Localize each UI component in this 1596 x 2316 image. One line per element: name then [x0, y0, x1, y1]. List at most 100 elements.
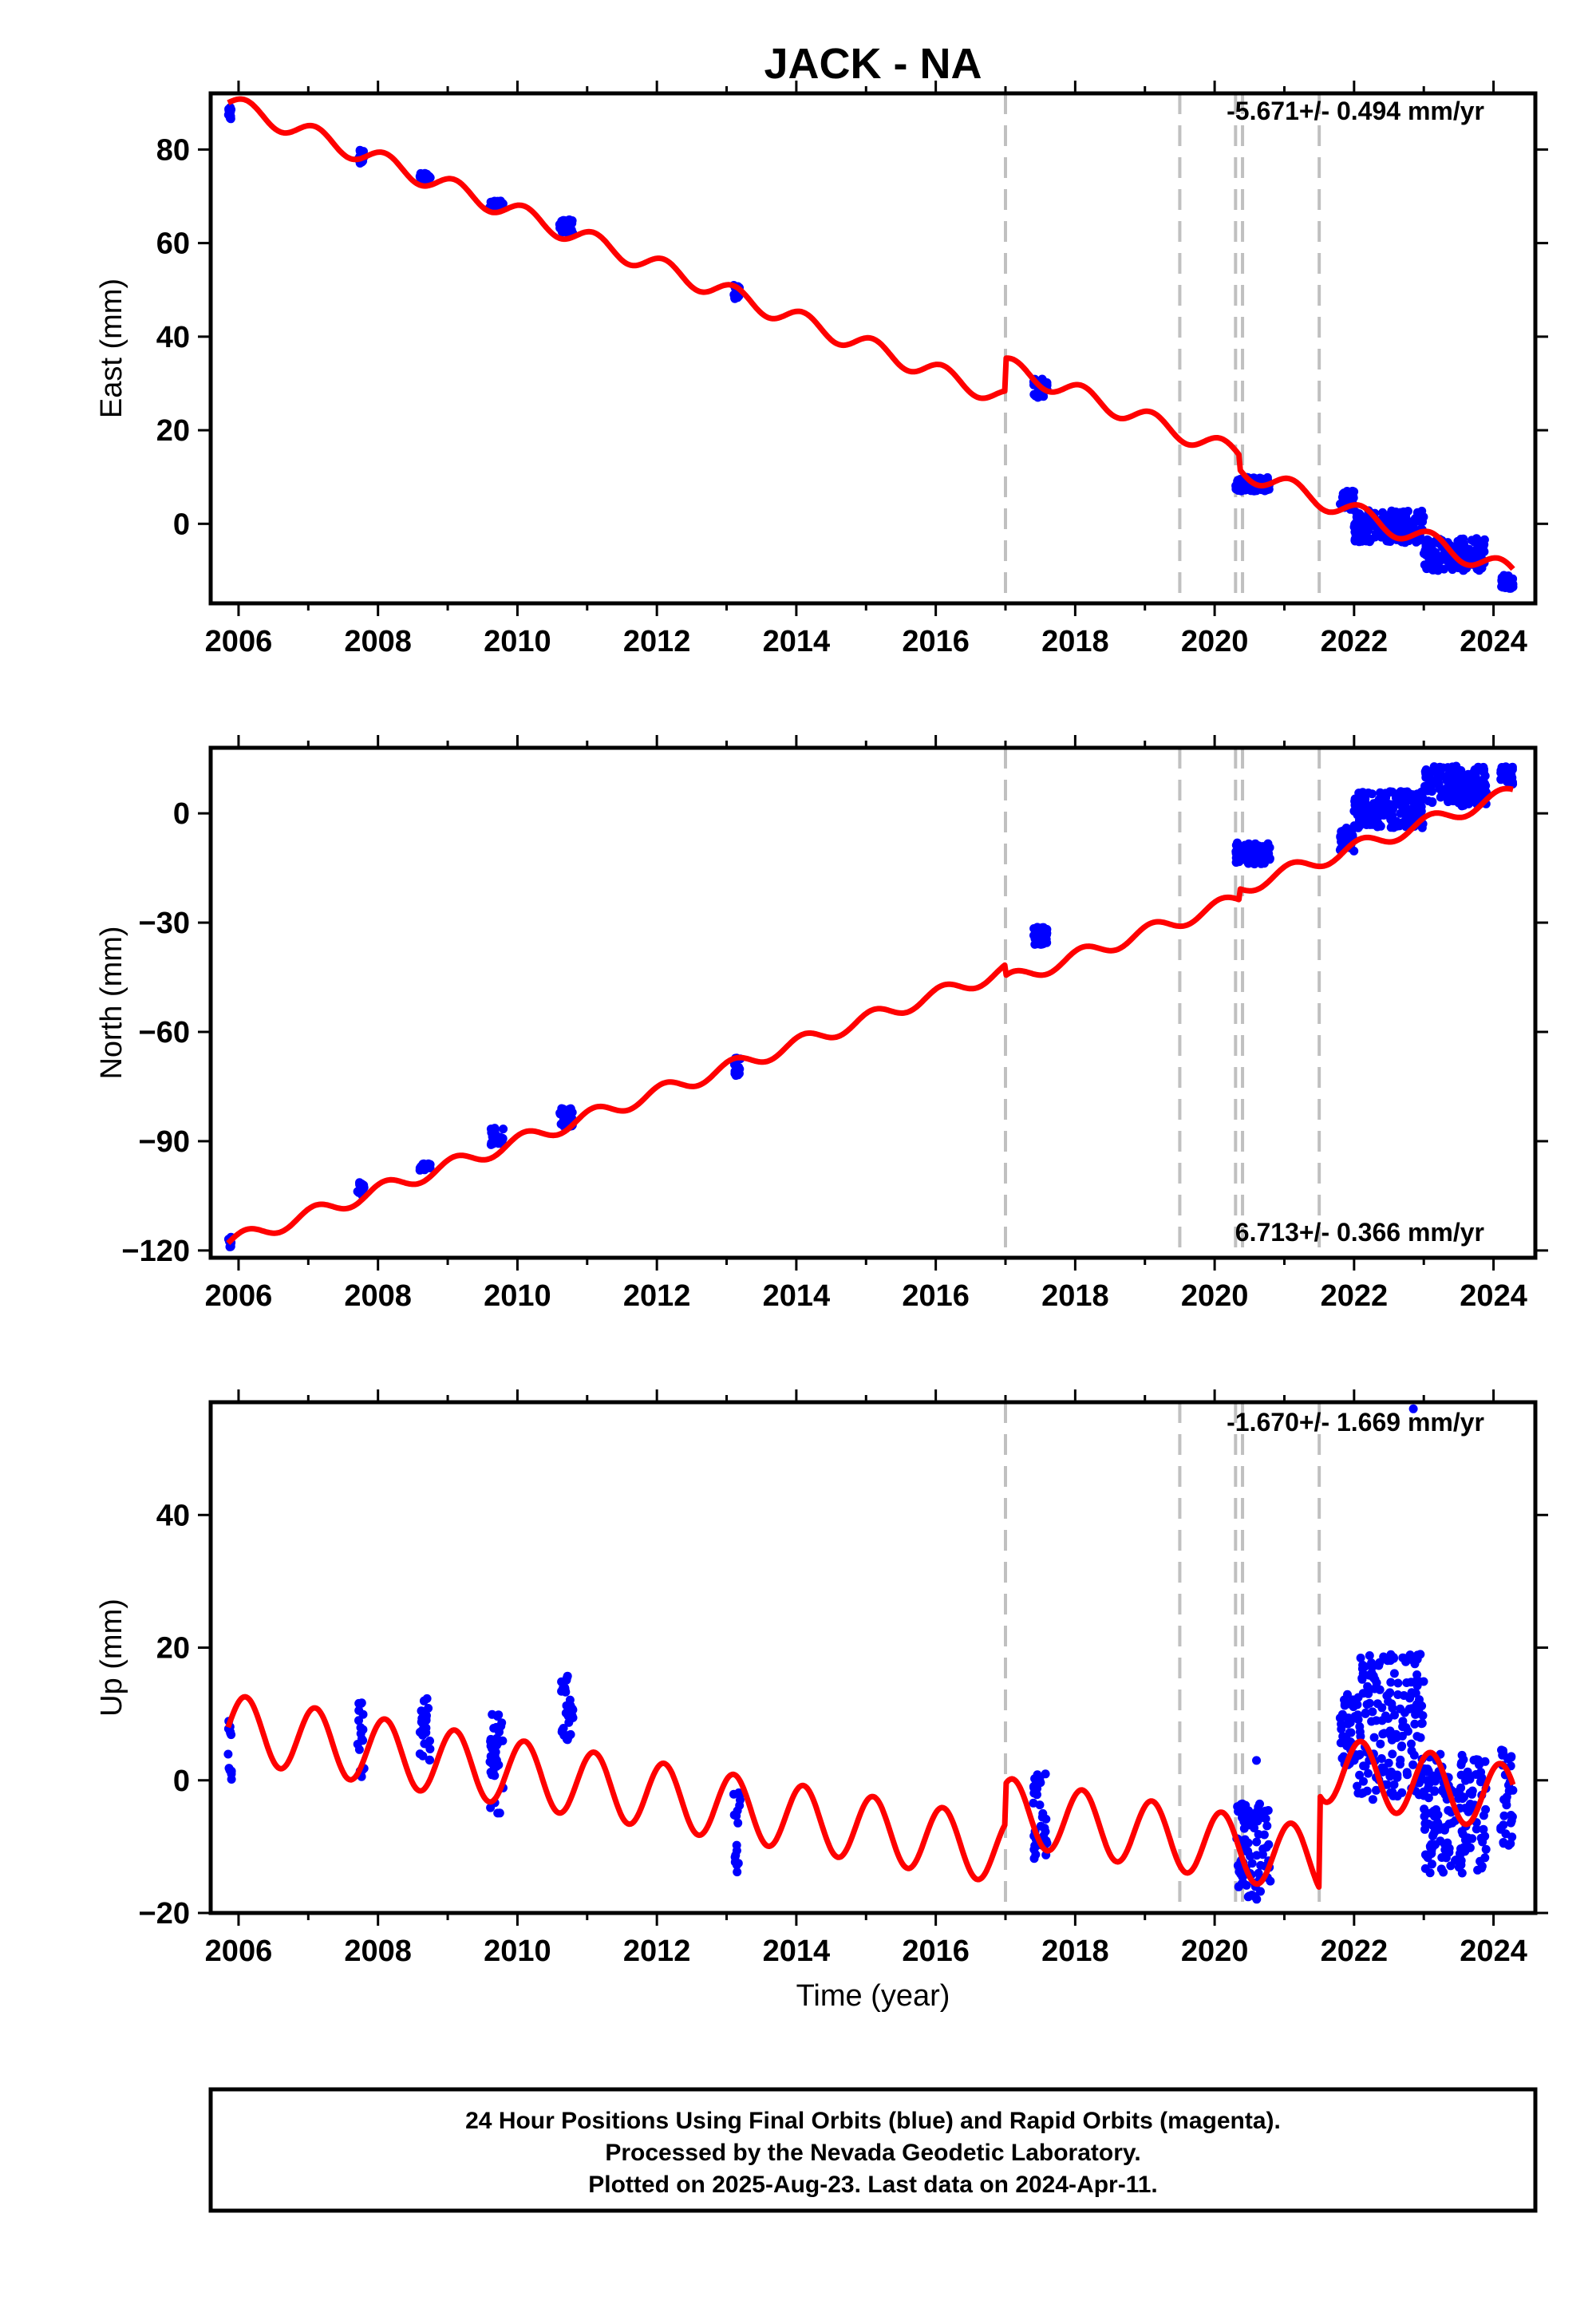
data-point: [1374, 795, 1384, 804]
x-tick-label: 2006: [205, 625, 273, 658]
data-point: [1393, 1678, 1403, 1688]
data-point: [1401, 1723, 1411, 1733]
data-point: [1243, 1892, 1253, 1902]
data-point: [1399, 1691, 1408, 1700]
data-point: [732, 1811, 741, 1820]
data-point: [357, 1698, 366, 1708]
data-point: [1360, 1662, 1369, 1671]
data-point: [1236, 842, 1246, 852]
data-point: [1472, 551, 1481, 561]
data-point: [1361, 1709, 1370, 1718]
data-point: [1376, 821, 1385, 831]
data-point: [1346, 1728, 1356, 1737]
data-point: [1364, 1769, 1373, 1778]
data-point: [1472, 1824, 1481, 1834]
data-point: [559, 1724, 568, 1733]
data-point: [1444, 1819, 1454, 1828]
x-tick-label: 2024: [1460, 625, 1527, 658]
data-point: [1401, 1657, 1411, 1666]
data-point: [1353, 1700, 1362, 1709]
data-point: [1353, 527, 1362, 536]
data-point: [1364, 1689, 1373, 1698]
data-point: [1412, 1670, 1422, 1679]
data-point: [1477, 1862, 1487, 1871]
data-point: [733, 1867, 742, 1877]
data-point: [1432, 768, 1441, 777]
data-point: [1367, 1717, 1377, 1726]
y-axis-label: Up (mm): [95, 1599, 128, 1717]
data-point: [1365, 1651, 1374, 1660]
data-point: [1242, 1805, 1251, 1815]
x-tick-label: 2024: [1460, 1279, 1527, 1313]
data-point: [494, 1710, 504, 1720]
data-point: [226, 1727, 235, 1737]
data-point: [420, 1739, 429, 1749]
x-tick-label: 2008: [344, 625, 412, 658]
data-point: [492, 1733, 502, 1743]
data-point: [1378, 508, 1388, 517]
plot-area: [223, 1402, 1518, 1913]
data-point: [1252, 1837, 1262, 1847]
data-point: [1375, 1685, 1385, 1694]
data-point: [1350, 796, 1360, 806]
data-point: [225, 1765, 235, 1775]
data-point: [1408, 1760, 1418, 1769]
data-point: [1416, 1733, 1425, 1742]
data-point: [1370, 532, 1380, 542]
y-tick-label: 40: [156, 1499, 190, 1532]
data-point: [1412, 1700, 1421, 1709]
data-point: [489, 200, 498, 210]
data-point: [489, 1724, 499, 1733]
rate-annotation: -1.670+/- 1.669 mm/yr: [1227, 1408, 1484, 1437]
data-point: [1403, 819, 1412, 828]
data-point: [1385, 1654, 1395, 1663]
data-point: [1247, 1859, 1257, 1868]
data-point: [1340, 1699, 1349, 1709]
data-point: [1420, 1863, 1430, 1873]
data-point: [1256, 1887, 1265, 1896]
x-tick-label: 2022: [1321, 625, 1389, 658]
data-point: [1375, 1658, 1385, 1667]
rate-annotation: -5.671+/- 0.494 mm/yr: [1227, 97, 1484, 125]
data-point: [1424, 796, 1433, 806]
data-point: [1481, 1844, 1491, 1854]
data-point: [226, 1242, 235, 1251]
data-points: [223, 1404, 1518, 1904]
data-point: [563, 1671, 572, 1681]
data-point: [1262, 1821, 1272, 1831]
x-tick-label: 2008: [344, 1935, 412, 1968]
data-point: [1036, 1778, 1045, 1788]
data-point: [1363, 1682, 1373, 1691]
data-point: [1353, 1788, 1363, 1798]
data-point: [1416, 802, 1426, 812]
data-point: [1341, 488, 1351, 498]
data-point: [1417, 1718, 1427, 1728]
data-point: [1345, 1717, 1355, 1727]
data-point: [1258, 1850, 1267, 1860]
data-point: [1430, 1812, 1439, 1821]
data-point: [1477, 1773, 1486, 1783]
data-point: [1399, 507, 1408, 516]
data-point: [729, 1060, 739, 1069]
data-point: [420, 173, 429, 183]
data-point: [418, 1751, 428, 1761]
data-point: [1408, 811, 1417, 820]
data-point: [1377, 1754, 1386, 1763]
data-point: [1235, 1882, 1244, 1891]
data-point: [1443, 788, 1452, 797]
plot-frame: [208, 1400, 1538, 1915]
data-point: [1246, 1813, 1255, 1823]
data-point: [1434, 779, 1444, 788]
x-tick-label: 2016: [902, 1935, 970, 1968]
data-point: [1371, 815, 1381, 824]
x-tick-label: 2024: [1460, 1935, 1527, 1968]
y-tick-label: −20: [139, 1897, 190, 1931]
data-point: [729, 1789, 738, 1799]
y-tick-label: −120: [121, 1235, 190, 1268]
model-curve: [226, 785, 1515, 1246]
data-point: [1468, 1789, 1476, 1799]
data-point: [1382, 1780, 1392, 1789]
data-point: [1420, 1804, 1429, 1814]
data-point: [1421, 773, 1431, 782]
data-point: [1389, 1780, 1399, 1789]
